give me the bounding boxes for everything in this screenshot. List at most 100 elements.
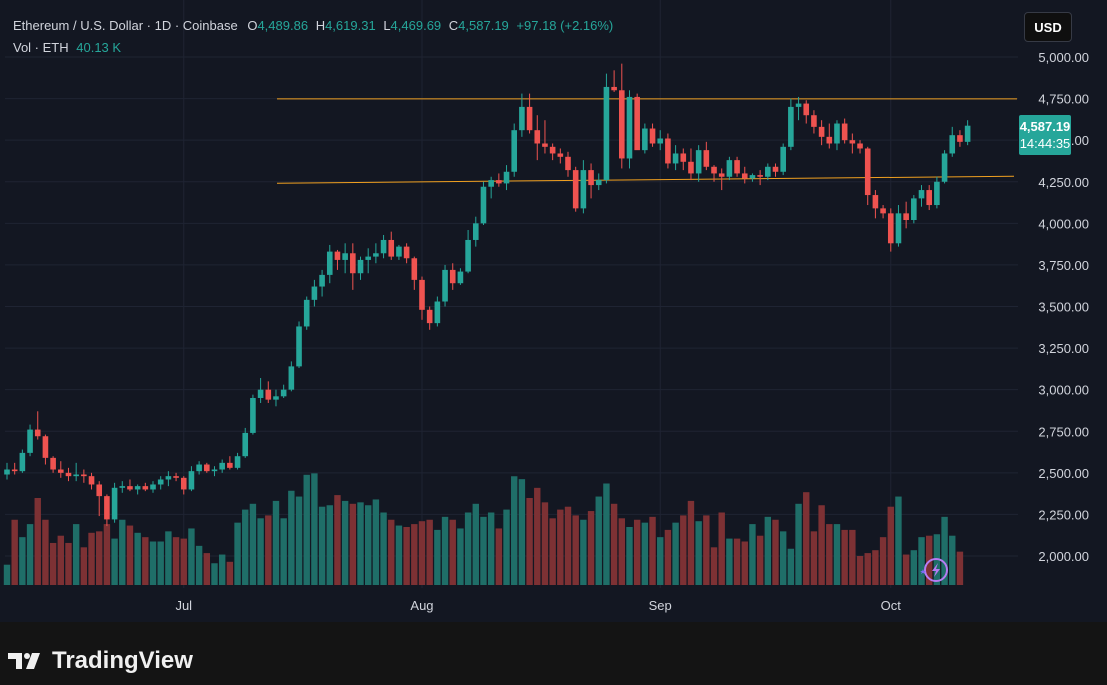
candle	[449, 263, 456, 290]
volume-bar	[887, 506, 894, 585]
candle	[880, 205, 886, 219]
candle-body	[50, 457, 56, 470]
volume-bar	[96, 531, 103, 585]
candle-body	[734, 160, 740, 174]
volume-bar	[818, 505, 825, 585]
candle	[188, 466, 195, 492]
y-tick-label: 2,000.00	[1038, 549, 1089, 564]
candle-body	[457, 271, 464, 284]
y-tick-label: 5,000.00	[1038, 50, 1089, 65]
candle	[557, 148, 564, 164]
volume-bar	[418, 521, 426, 585]
candle-body	[680, 153, 687, 162]
candle	[42, 434, 49, 465]
candle-body	[595, 180, 602, 186]
candle-body	[388, 239, 395, 257]
price-axis[interactable]: 5,000.004,750.004,500.004,250.004,000.00…	[1038, 50, 1089, 564]
volume-bar	[388, 519, 395, 585]
candle	[895, 205, 902, 247]
volume-bar	[695, 521, 702, 585]
volume-bar	[318, 506, 326, 585]
candle	[588, 163, 594, 199]
candle	[396, 244, 402, 260]
candle-body	[365, 256, 371, 260]
candle-body	[711, 166, 717, 174]
volume-bar	[11, 519, 18, 585]
candle	[34, 411, 41, 440]
candle	[157, 476, 164, 490]
candle-body	[73, 474, 79, 477]
candle-body	[211, 469, 218, 472]
ohlc-legend: Ethereum / U.S. Dollar · 1D · Coinbase O…	[13, 18, 613, 33]
volume-bar	[395, 525, 403, 585]
candle-body	[303, 299, 310, 327]
candle	[19, 449, 26, 473]
candle-body	[419, 279, 425, 310]
price-chart[interactable]: 5,000.004,750.004,500.004,250.004,000.00…	[0, 0, 1107, 622]
currency-button[interactable]: USD	[1024, 12, 1072, 42]
candle-body	[649, 128, 656, 144]
candle	[634, 93, 640, 151]
candle-body	[265, 389, 272, 400]
candle	[772, 163, 779, 177]
tradingview-logo[interactable]: TradingView	[8, 647, 193, 675]
candle	[803, 100, 810, 124]
candle-body	[227, 462, 233, 468]
volume-bar	[188, 528, 195, 585]
candle-body	[703, 150, 710, 167]
candle	[649, 123, 656, 147]
volume-bar	[372, 499, 380, 585]
volume-bar	[203, 553, 211, 585]
volume-bar	[441, 516, 449, 585]
candle	[841, 118, 848, 144]
volume-bar	[472, 503, 479, 585]
candle-body	[219, 462, 225, 470]
y-tick-label: 3,000.00	[1038, 383, 1089, 398]
candle-body	[196, 464, 202, 472]
last-price-label: 4,587.19 14:44:35	[1019, 115, 1071, 155]
candle-body	[104, 496, 110, 520]
candle	[311, 279, 318, 307]
candle	[849, 133, 856, 154]
volume-bar	[111, 538, 118, 585]
volume-bar	[557, 509, 564, 585]
volume-bar	[311, 473, 318, 585]
candle	[741, 166, 748, 184]
volume-bar	[826, 524, 833, 585]
candle	[496, 173, 502, 187]
x-tick-label: Aug	[410, 598, 433, 613]
candle	[642, 123, 648, 154]
candle	[811, 110, 817, 134]
candle	[334, 249, 341, 270]
volume-bar	[349, 503, 357, 585]
candle	[918, 185, 925, 207]
time-axis[interactable]: Jul Aug Sep Oct	[175, 598, 901, 613]
candle-body	[857, 143, 863, 149]
high-value: 4,619.31	[325, 18, 376, 33]
candle	[380, 234, 387, 259]
candle-body	[749, 175, 756, 179]
candle-body	[4, 469, 10, 475]
volume-bar	[449, 519, 456, 585]
volume-bar	[426, 519, 433, 585]
candle	[834, 120, 840, 151]
volume-label[interactable]: Vol · ETH	[13, 40, 69, 55]
candle-body	[34, 429, 41, 437]
volume-bar	[849, 529, 856, 585]
high-label: H	[315, 18, 326, 33]
candle-body	[934, 181, 940, 206]
candle-body	[957, 135, 963, 142]
symbol-title[interactable]: Ethereum / U.S. Dollar · 1D · Coinbase	[13, 18, 238, 33]
candle	[388, 231, 395, 260]
volume-bar	[664, 529, 672, 585]
volume-bar	[541, 502, 549, 585]
volume-bar	[157, 541, 164, 585]
candle-body	[42, 436, 49, 458]
volume-bar	[587, 511, 595, 585]
forecast-icon[interactable]	[920, 558, 948, 582]
candle-body	[380, 239, 387, 254]
candle-body	[642, 128, 648, 151]
volume-bar	[3, 564, 11, 585]
volume-bar	[841, 529, 848, 585]
candle-body	[127, 486, 133, 490]
